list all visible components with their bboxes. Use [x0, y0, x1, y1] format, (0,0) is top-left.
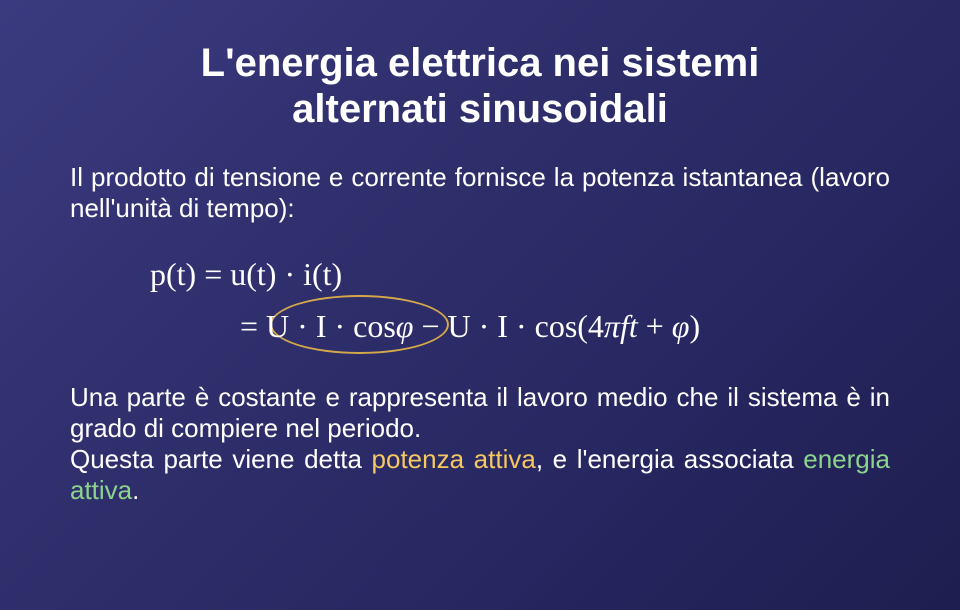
eq-plus: + — [638, 308, 672, 344]
p2-part2a: Questa parte viene detta — [70, 444, 372, 474]
potenza-attiva-text: potenza attiva — [372, 444, 536, 474]
equation-line-1: p(t) = u(t) · i(t) — [150, 249, 890, 300]
eq-pift: πft — [604, 308, 638, 344]
equation-block: p(t) = u(t) · i(t) = U · I · cosφ − U · … — [70, 249, 890, 351]
title-line-1: L'energia elettrica nei sistemi — [201, 41, 760, 85]
paragraph-1: Il prodotto di tensione e corrente forni… — [70, 162, 890, 224]
slide-container: L'energia elettrica nei sistemi alternat… — [0, 0, 960, 610]
eq-close: ) — [689, 308, 700, 344]
p2-part1: Una parte è costante e rappresenta il la… — [70, 382, 890, 443]
eq-line2-mid: − U · I · cos(4 — [413, 308, 603, 344]
eq-line2-prefix: = U · I · cos — [240, 308, 396, 344]
equation-line-2: = U · I · cosφ − U · I · cos(4πft + φ) — [240, 301, 890, 352]
eq-phi-1: φ — [396, 308, 414, 344]
paragraph-2: Una parte è costante e rappresenta il la… — [70, 382, 890, 507]
slide-title: L'energia elettrica nei sistemi alternat… — [70, 40, 890, 132]
eq-phi-2: φ — [672, 308, 690, 344]
p2-part2c: . — [132, 475, 139, 505]
p2-part2b: , e l'energia associata — [536, 444, 803, 474]
title-line-2: alternati sinusoidali — [292, 87, 668, 131]
